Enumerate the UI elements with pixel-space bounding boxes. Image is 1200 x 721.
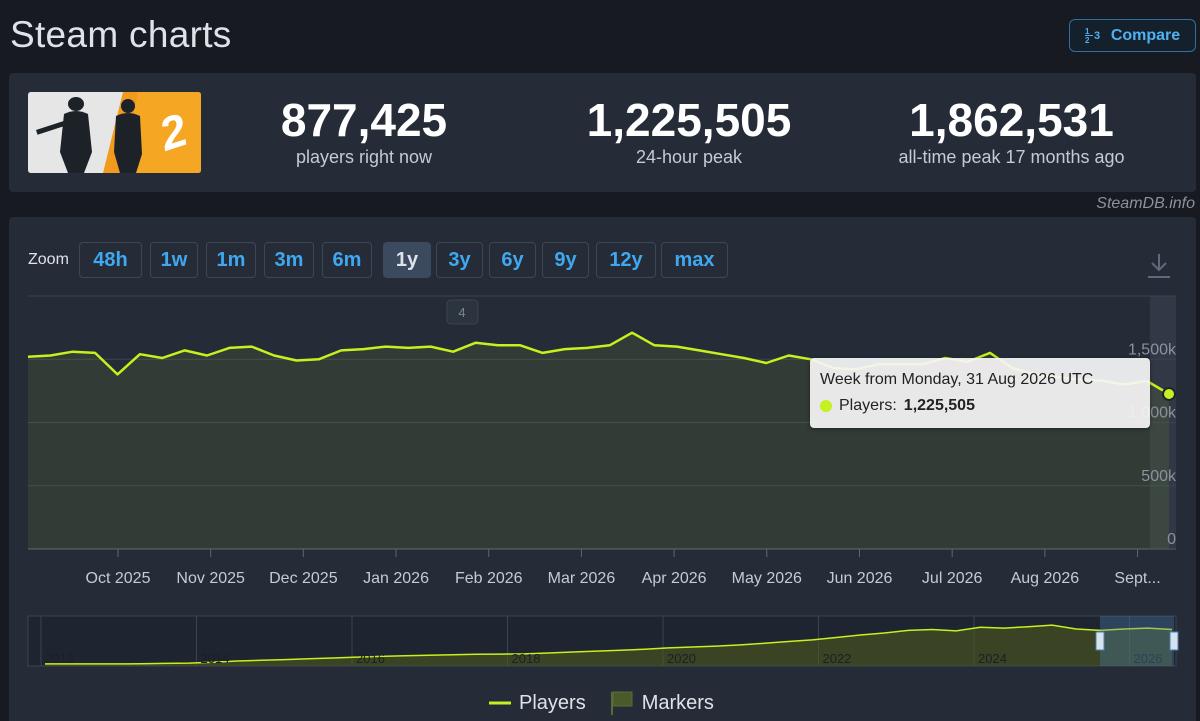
stat-all-time-peak: 1,862,531 all-time peak 17 months ago — [879, 95, 1144, 168]
svg-text:1: 1 — [1085, 27, 1090, 36]
zoom-button-48h[interactable]: 48h — [79, 242, 142, 278]
zoom-button-1w[interactable]: 1w — [150, 242, 198, 278]
compare-button[interactable]: 1 2 3 Compare — [1069, 19, 1196, 52]
current-players-value: 877,425 — [280, 94, 448, 146]
current-players-label: players right now — [295, 147, 433, 167]
zoom-button-max[interactable]: max — [661, 242, 728, 278]
zoom-button-6y[interactable]: 6y — [489, 242, 536, 278]
svg-text:3: 3 — [1094, 30, 1100, 42]
svg-text:2: 2 — [1085, 36, 1090, 44]
zoom-button-12y[interactable]: 12y — [596, 242, 656, 278]
legend-markers-label: Markers — [641, 691, 714, 714]
tooltip-title: Week from Monday, 31 Aug 2026 UTC — [820, 371, 1094, 388]
tooltip-series-label: Players: — [839, 397, 897, 414]
all-time-peak-label: all-time peak 17 months ago — [898, 147, 1125, 167]
zoom-label: Zoom — [28, 251, 69, 268]
line-icon — [489, 701, 511, 705]
flag-icon — [610, 691, 633, 715]
chart-legend: Players Markers — [489, 690, 714, 716]
page-title: Steam charts — [10, 14, 232, 55]
zoom-button-6m[interactable]: 6m — [322, 242, 372, 278]
zoom-button-3m[interactable]: 3m — [264, 242, 314, 278]
stats-panel: 2 877,425 players right now 1,225,505 24… — [9, 73, 1196, 192]
compare-icon: 1 2 3 — [1084, 26, 1103, 46]
chart-panel — [9, 217, 1196, 721]
game-logo-image[interactable]: 2 — [28, 92, 201, 173]
legend-item-markers[interactable]: Markers — [610, 690, 714, 716]
steamdb-watermark: SteamDB.info — [1096, 195, 1195, 212]
chart-tooltip: Week from Monday, 31 Aug 2026 UTC Player… — [810, 358, 1150, 428]
compare-label: Compare — [1110, 26, 1181, 44]
zoom-button-9y[interactable]: 9y — [542, 242, 589, 278]
series-dot-icon — [820, 400, 832, 412]
24h-peak-label: 24-hour peak — [635, 147, 743, 167]
zoom-button-1m[interactable]: 1m — [206, 242, 256, 278]
tooltip-value: 1,225,505 — [903, 397, 975, 414]
zoom-button-1y[interactable]: 1y — [383, 242, 431, 278]
24h-peak-value: 1,225,505 — [586, 94, 792, 146]
all-time-peak-value: 1,862,531 — [909, 94, 1114, 146]
legend-players-label: Players — [519, 691, 586, 714]
zoom-button-3y[interactable]: 3y — [436, 242, 483, 278]
stat-24h-peak: 1,225,505 24-hour peak — [569, 95, 809, 168]
download-icon[interactable] — [1146, 252, 1172, 280]
stat-current-players: 877,425 players right now — [274, 95, 454, 168]
legend-item-players[interactable]: Players — [489, 690, 586, 716]
